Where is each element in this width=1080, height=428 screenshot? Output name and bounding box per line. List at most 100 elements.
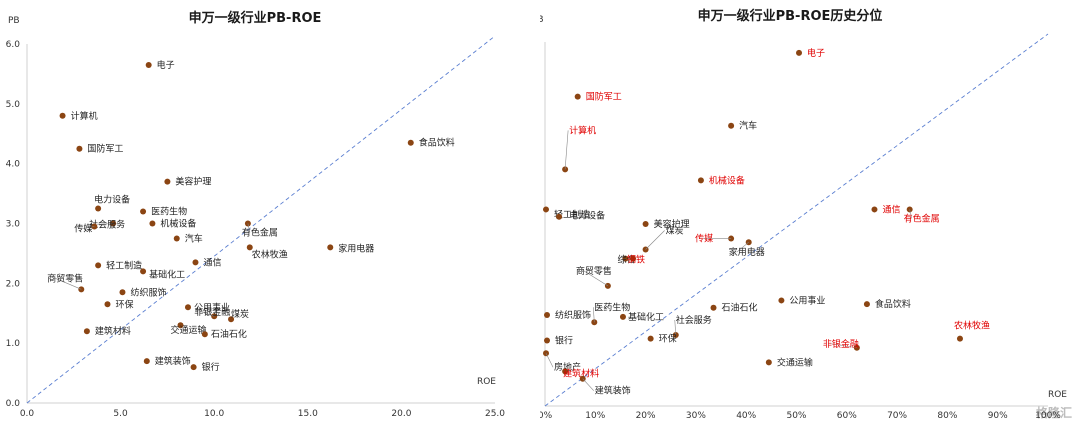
data-label: 纺织服饰 [130,286,166,298]
y-tick-label: 3.0 [6,220,21,230]
label-leader-line [674,320,677,336]
diagonal-reference-line [26,35,496,404]
label-leader-line [55,278,82,290]
x-tick-label: 80% [937,411,957,421]
x-axis-label: ROE [477,377,496,387]
watermark-logo: 格隆汇 [1036,405,1072,420]
data-label: 建筑材料 [563,367,599,379]
x-axis-label: ROE [1048,390,1067,400]
data-point [562,368,569,375]
data-point [246,244,253,251]
x-tick-label: 20.0 [391,409,411,419]
data-point [543,350,550,357]
data-label: 商贸零售 [576,265,612,277]
data-point [778,297,785,304]
label-leader-line [97,223,114,225]
data-label: 基础化工 [628,311,664,323]
data-label: 通信 [203,256,221,268]
data-label: 煤炭 [666,224,684,236]
data-label: 房地产 [554,361,581,373]
data-point [76,145,83,152]
data-label: 公用事业 [194,301,230,313]
data-point [145,61,152,68]
data-label: 非银金融 [194,306,230,318]
label-leader-line [830,343,857,349]
pb-roe-scatter-chart: 申万一级行业PB-ROE PB ROE 0.0 1.0 2.0 3.0 4.0 5.0 6.… [6,10,506,419]
data-label: 建筑装饰 [595,385,631,397]
data-point [95,205,102,212]
data-point [622,255,629,262]
data-point [647,335,654,342]
data-label: 社会服务 [676,314,712,326]
data-point [863,301,870,308]
data-label: 公用事业 [789,294,825,306]
x-tick-label: 30% [686,411,706,421]
data-label: 商贸零售 [47,272,83,284]
data-label: 电子 [157,59,175,71]
data-label: 汽车 [739,120,757,132]
data-point [591,319,598,326]
x-tick-label: 90% [988,411,1008,421]
data-point [143,358,150,365]
data-point [642,221,649,227]
data-point [59,112,66,119]
data-label: 环保 [659,333,677,345]
chart-title: 申万一级行业PB-ROE历史分位 [698,8,883,24]
data-label: 电力设备 [569,210,605,222]
data-label: 建筑材料 [95,325,131,337]
data-label: 轻工制造 [554,208,590,220]
x-tick-label: 60% [837,411,857,421]
label-leader-line [645,230,665,250]
data-point [871,206,878,213]
data-label: 社会服务 [89,219,125,231]
data-label: 医药生物 [151,206,187,218]
label-leader-line [592,307,595,323]
data-label: 计算机 [569,124,596,136]
label-leader-line [82,226,95,229]
data-label: 非银金融 [823,338,859,350]
y-tick-label: 6.0 [6,40,21,50]
data-point [728,122,735,129]
data-label: 环保 [115,298,133,310]
data-point [956,335,963,342]
data-label: 机械设备 [709,174,745,186]
data-label: 美容护理 [175,176,211,188]
data-point [543,206,550,213]
data-point [83,328,90,335]
data-point [630,255,637,262]
data-point [173,235,180,242]
data-point [765,359,772,366]
data-point [544,312,551,318]
data-point [140,268,147,275]
plot-area: 0%10%20%30%40%50%60%70%80%90%100%0%10%20… [540,33,1061,421]
data-point [149,220,156,227]
x-tick-label: 100% [1035,411,1061,421]
data-point [164,178,171,185]
data-point [192,259,199,266]
x-tick-label: 25.0 [485,409,505,419]
y-axis-label: PB [540,15,544,25]
data-label: 医药生物 [594,301,630,313]
data-label: 电子 [807,47,825,59]
y-tick-label: 2.0 [6,279,21,289]
label-leader-line [247,223,251,233]
data-point [556,213,563,220]
data-point [544,337,551,344]
chart-title: 申万一级行业PB-ROE [189,10,322,26]
diagonal-reference-line [544,33,1049,407]
label-leader-line [736,241,749,253]
data-point [710,304,717,311]
x-tick-label: 0.0 [20,409,35,419]
x-tick-label: 10% [585,411,605,421]
x-tick-label: 5.0 [113,409,128,419]
pb-roe-percentile-scatter-chart: 申万一级行业PB-ROE历史分位 PB ROE 格隆汇 0% 10% 20% 30% 4… [540,8,1072,421]
x-tick-label: 20% [636,411,656,421]
data-label: 有色金属 [242,227,278,239]
data-point [672,332,679,339]
data-point [697,177,704,184]
data-point [619,313,626,320]
label-leader-line [202,311,215,317]
data-point [190,364,197,371]
data-label: 石油石化 [722,302,758,314]
